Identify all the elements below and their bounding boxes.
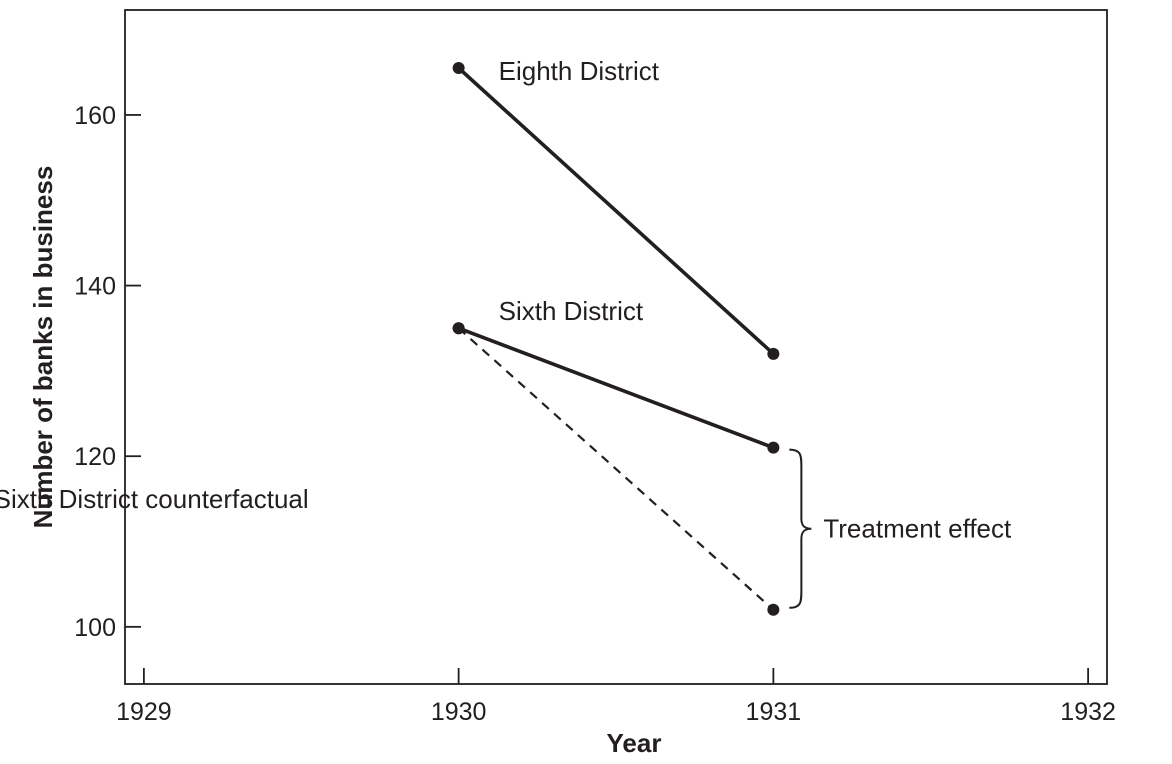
sixth-district-point xyxy=(452,322,465,335)
sixth-district-point xyxy=(767,441,780,454)
sixth-district-counterfactual-line xyxy=(457,327,775,611)
x-tick-label: 1929 xyxy=(116,698,172,726)
sixth-district-line xyxy=(457,326,775,450)
sixth-district-counterfactual-point xyxy=(767,603,780,616)
y-axis: 100 120 140 160 xyxy=(74,102,141,642)
y-tick-label: 120 xyxy=(74,443,116,471)
treatment-effect-label: Treatment effect xyxy=(823,514,1012,544)
plot-frame xyxy=(124,9,1108,685)
sixth-district-label: Sixth District xyxy=(499,296,644,326)
y-axis-title: Number of banks in business xyxy=(28,166,58,529)
treatment-effect-brace xyxy=(789,448,812,609)
x-tick-label: 1931 xyxy=(746,698,802,726)
eighth-district-line xyxy=(457,66,775,356)
annotation-layer: Treatment effect xyxy=(789,448,1012,609)
eighth-district-label: Eighth District xyxy=(499,56,660,86)
x-tick-label: 1932 xyxy=(1060,698,1116,726)
y-tick-label: 100 xyxy=(74,614,116,642)
eighth-district-point xyxy=(452,62,465,75)
x-axis: 1929 1930 1931 1932 xyxy=(116,668,1116,726)
series-layer: Eighth District Sixth District Sixth Distr… xyxy=(0,56,780,616)
y-tick-label: 140 xyxy=(74,273,116,301)
sixth-district-counterfactual-label: Sixth District counterfactual xyxy=(0,484,309,514)
y-tick-label: 160 xyxy=(74,102,116,130)
eighth-district-point xyxy=(767,347,780,360)
x-tick-label: 1930 xyxy=(431,698,487,726)
x-axis-title: Year xyxy=(607,728,662,758)
